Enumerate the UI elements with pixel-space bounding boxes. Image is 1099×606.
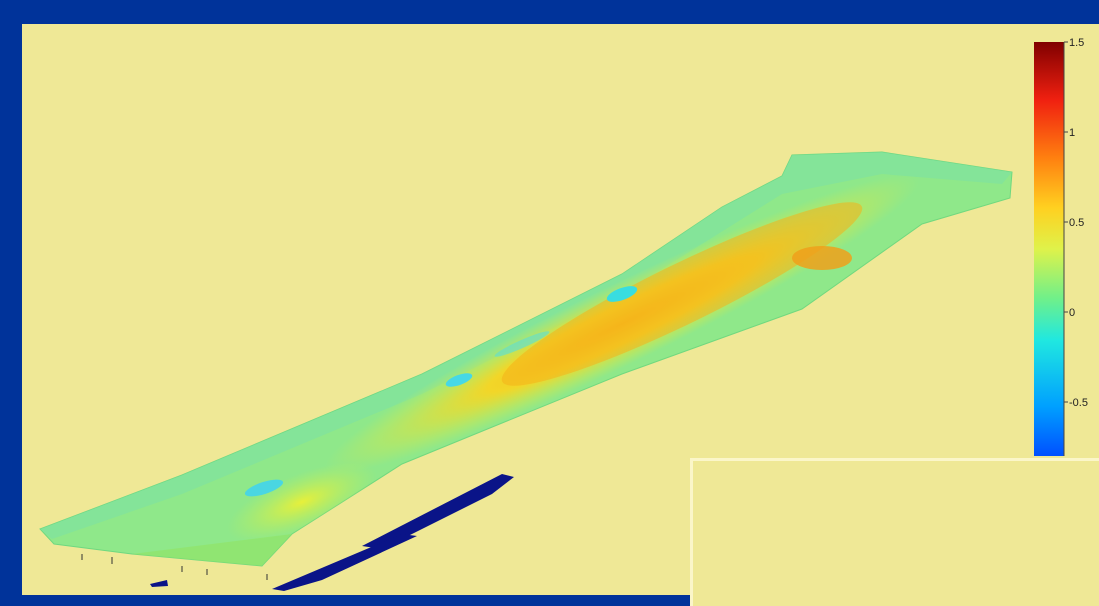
cyan-depressions: [244, 286, 638, 497]
colorbar-gradient: [1034, 42, 1064, 456]
colorbar-tick-label-3: 0: [1069, 307, 1075, 319]
plot-panel: 1.5 1 0.5 0 -0.5: [22, 24, 1099, 595]
surface-plot: 1.5 1 0.5 0 -0.5: [39, 37, 1088, 591]
colorbar-tick-label-1: 1: [1069, 127, 1075, 139]
colorbar-tick-label-0: 1.5: [1069, 37, 1084, 49]
inset-panel-inner: [697, 465, 1099, 606]
colorbar: 1.5 1 0.5 0 -0.5: [1034, 37, 1088, 456]
edge-ticks: [81, 554, 268, 580]
deep-channel-region: [362, 474, 514, 549]
upper-right-high-region: [792, 246, 852, 270]
colorbar-tick-label-4: -0.5: [1069, 397, 1088, 409]
inset-panel: [690, 458, 1099, 606]
colorbar-tick-label-2: 0.5: [1069, 217, 1084, 229]
left-warm-patch-region: [227, 462, 377, 542]
